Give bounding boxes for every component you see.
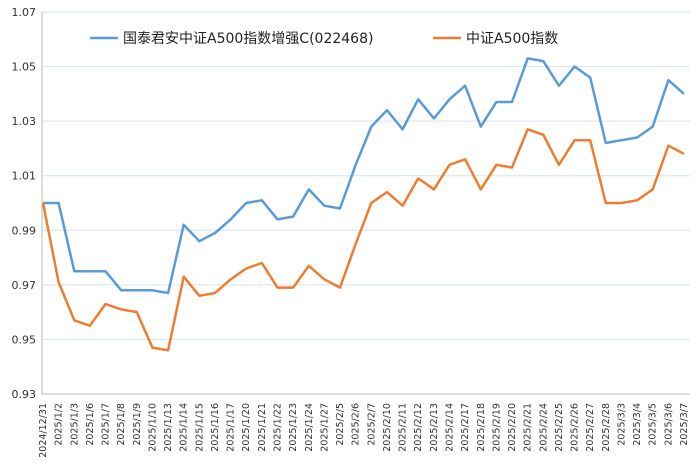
- x-tick-label: 2025/2/11: [398, 403, 409, 452]
- x-tick-label: 2025/1/21: [257, 403, 268, 452]
- x-tick-label: 2025/1/2: [54, 403, 65, 446]
- x-tick-label: 2025/2/26: [570, 403, 581, 452]
- plot-area: [42, 12, 690, 394]
- x-tick-label: 2025/2/21: [523, 403, 534, 452]
- x-tick-label: 2025/1/10: [147, 403, 158, 452]
- x-tick-label: 2025/1/27: [319, 403, 330, 452]
- x-tick-label: 2025/1/14: [179, 403, 190, 452]
- x-tick-label: 2025/2/19: [491, 403, 502, 452]
- legend-label: 国泰君安中证A500指数增强C(022468): [123, 31, 373, 47]
- x-tick-label: 2025/3/5: [648, 403, 659, 446]
- x-tick-label: 2025/1/24: [304, 403, 315, 452]
- x-tick-label: 2025/1/16: [210, 403, 221, 452]
- x-tick-label: 2025/2/14: [444, 403, 455, 452]
- x-tick-label: 2025/1/9: [132, 403, 143, 446]
- x-tick-label: 2025/1/3: [69, 403, 80, 446]
- x-tick-label: 2025/2/13: [429, 403, 440, 452]
- legend-label: 中证A500指数: [466, 31, 558, 47]
- x-tick-label: 2025/1/7: [101, 403, 112, 446]
- x-tick-label: 2025/1/23: [288, 403, 299, 452]
- y-tick-label: 0.97: [12, 279, 37, 292]
- x-tick-label: 2025/2/24: [538, 403, 549, 452]
- x-tick-label: 2025/3/6: [663, 403, 674, 446]
- x-tick-label: 2025/1/6: [85, 403, 96, 446]
- x-tick-label: 2025/3/7: [679, 403, 690, 446]
- y-tick-label: 1.01: [12, 170, 37, 183]
- x-tick-label: 2025/2/27: [585, 403, 596, 452]
- x-tick-label: 2025/3/4: [632, 403, 643, 446]
- x-tick-label: 2025/2/5: [335, 403, 346, 446]
- x-tick-label: 2025/1/22: [273, 403, 284, 452]
- x-tick-label: 2025/2/28: [601, 403, 612, 452]
- x-tick-label: 2025/2/7: [366, 403, 377, 446]
- y-tick-label: 0.95: [12, 333, 37, 346]
- series-line: [41, 128, 685, 352]
- x-tick-label: 2025/2/6: [351, 403, 362, 446]
- x-tick-label: 2025/1/15: [194, 403, 205, 452]
- y-tick-label: 0.93: [12, 388, 37, 401]
- x-tick-label: 2025/2/17: [460, 403, 471, 452]
- y-tick-label: 1.03: [12, 115, 37, 128]
- series-line: [43, 57, 685, 295]
- x-tick-label: 2025/1/13: [163, 403, 174, 452]
- x-tick-label: 2025/1/17: [226, 403, 237, 452]
- x-tick-label: 2025/2/25: [554, 403, 565, 452]
- x-tick-label: 2025/2/18: [476, 403, 487, 452]
- x-tick-label: 2025/2/10: [382, 403, 393, 452]
- x-tick-label: 2024/12/31: [38, 403, 49, 458]
- x-tick-label: 2025/1/20: [241, 403, 252, 452]
- y-tick-label: 1.05: [12, 61, 37, 74]
- y-tick-label: 0.99: [12, 224, 37, 237]
- x-tick-label: 2025/3/3: [616, 403, 627, 446]
- x-tick-label: 2025/2/12: [413, 403, 424, 452]
- y-tick-label: 1.07: [12, 6, 37, 19]
- x-tick-label: 2025/1/8: [116, 403, 127, 446]
- x-tick-label: 2025/2/20: [507, 403, 518, 452]
